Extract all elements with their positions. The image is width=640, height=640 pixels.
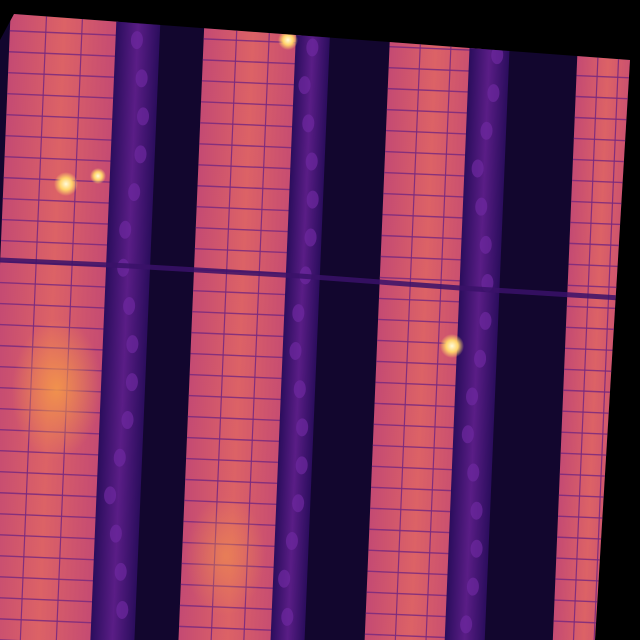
thermal-hotspot — [90, 168, 106, 184]
thermal-hotspot — [54, 172, 78, 196]
thermal-hotspot — [278, 30, 298, 50]
warm-region — [184, 496, 266, 617]
thermal-hotspot — [440, 334, 464, 358]
vegetation-strip — [442, 14, 513, 640]
warm-region — [11, 319, 102, 460]
module-seam — [0, 257, 621, 301]
